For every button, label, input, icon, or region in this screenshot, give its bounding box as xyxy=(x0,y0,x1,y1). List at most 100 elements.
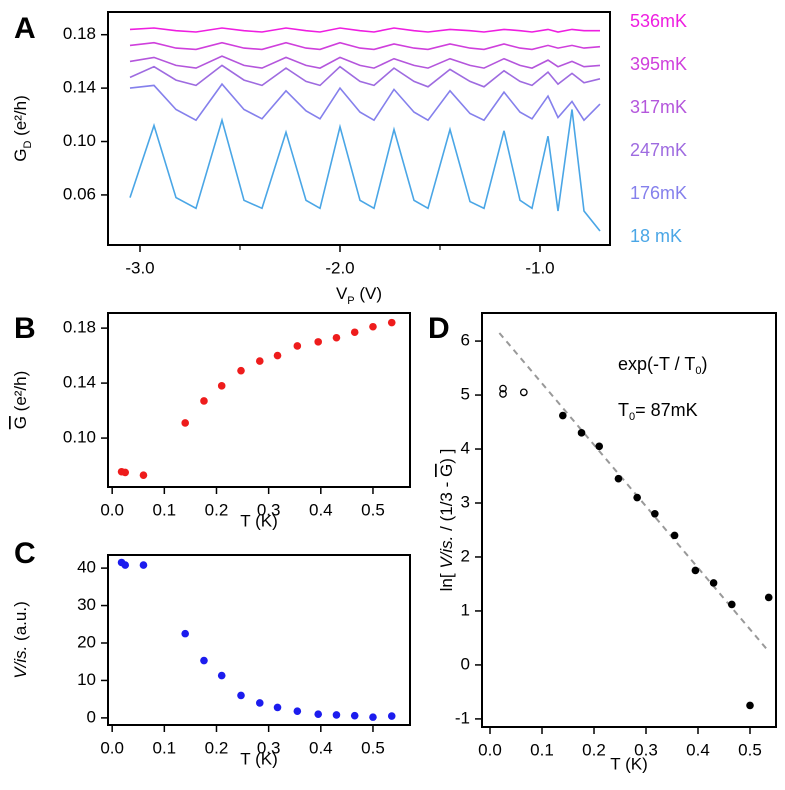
y-axis-label: GD (e²/h) xyxy=(11,95,33,162)
x-tick-label: 0.3 xyxy=(257,500,281,519)
data-point xyxy=(200,656,208,665)
plot-frame xyxy=(481,312,777,728)
y-tick-label: 0 xyxy=(87,707,96,726)
label-part: exp(-T / T xyxy=(618,354,695,374)
y-tick-label: 0.10 xyxy=(63,428,96,447)
y-tick-label: -1 xyxy=(455,708,470,727)
label-part: / (1/3 - xyxy=(437,477,456,536)
x-tick-label: -1.0 xyxy=(525,258,554,277)
data-point xyxy=(121,561,130,569)
data-point xyxy=(181,629,189,638)
y-tick-label: 0.14 xyxy=(63,78,96,97)
data-point xyxy=(369,713,377,721)
annotation: exp(-T / T0) xyxy=(618,354,707,377)
data-point xyxy=(614,474,623,483)
data-point xyxy=(746,701,754,710)
label-part: ) xyxy=(701,354,707,374)
x-tick-label: 0.4 xyxy=(309,500,333,519)
data-point xyxy=(237,691,245,700)
y-tick-label: 0 xyxy=(461,654,470,673)
y-tick-label: 20 xyxy=(77,632,96,651)
y-axis-label: V/is. (a.u.) xyxy=(11,601,30,678)
data-point xyxy=(273,351,282,360)
y-tick-label: 40 xyxy=(77,558,96,577)
label-part: P xyxy=(347,295,354,307)
data-point xyxy=(499,384,507,393)
x-tick-label: -2.0 xyxy=(325,258,354,277)
data-point xyxy=(121,468,130,477)
x-tick-label: 0.2 xyxy=(582,740,606,759)
x-tick-label: 0.1 xyxy=(530,740,554,759)
y-axis-label: G (e²/h) xyxy=(11,371,30,430)
y-tick-label: 0.06 xyxy=(63,184,96,203)
y-tick-label: 0.18 xyxy=(63,318,96,337)
panel-letter: D xyxy=(428,312,450,345)
data-point xyxy=(255,699,264,707)
data-point xyxy=(332,333,341,342)
x-tick-label: 0.4 xyxy=(309,738,333,757)
panel-letter: B xyxy=(14,312,36,345)
data-line xyxy=(129,41,601,51)
x-tick-label: 0.0 xyxy=(100,500,124,519)
data-point xyxy=(217,671,226,680)
data-line xyxy=(129,55,601,69)
data-point xyxy=(255,357,264,365)
data-point xyxy=(314,338,323,346)
data-point xyxy=(633,493,641,502)
label-part: ) ] xyxy=(437,449,456,464)
label-part: G xyxy=(11,416,30,429)
label-part: V/is. xyxy=(11,646,30,679)
data-point xyxy=(273,703,282,712)
legend-label: 247mK xyxy=(630,140,687,160)
data-point xyxy=(139,561,148,569)
data-point xyxy=(387,318,396,327)
data-line xyxy=(129,109,601,232)
panel-letter: A xyxy=(14,12,36,45)
data-point xyxy=(728,600,736,609)
x-tick-label: 0.3 xyxy=(634,740,658,759)
x-tick-label: 0.5 xyxy=(738,740,762,759)
data-line xyxy=(129,27,600,33)
data-point xyxy=(670,531,679,540)
y-tick-label: 10 xyxy=(77,670,96,689)
x-tick-label: -3.0 xyxy=(125,258,154,277)
legend-label: 536mK xyxy=(630,11,687,31)
y-tick-label: 30 xyxy=(77,595,96,614)
plot-frame xyxy=(107,11,611,246)
data-point xyxy=(293,707,302,715)
x-tick-label: 0.2 xyxy=(205,738,229,757)
plot-frame xyxy=(107,312,411,488)
x-tick-label: 0.0 xyxy=(100,738,124,757)
data-point xyxy=(181,419,189,427)
legend-label: 317mK xyxy=(630,97,687,117)
legend-label: 395mK xyxy=(630,54,687,74)
data-point xyxy=(314,710,323,718)
label-part: (V) xyxy=(355,284,382,303)
y-tick-label: 0.10 xyxy=(63,131,96,150)
y-axis-label: ln[ V/is. / (1/3 - G) ] xyxy=(437,449,456,592)
y-tick-label: 2 xyxy=(461,546,470,565)
plot-frame xyxy=(107,554,411,726)
label-part: G xyxy=(437,464,456,477)
label-part: ln[ xyxy=(437,569,456,592)
data-point xyxy=(499,390,507,398)
data-point xyxy=(691,566,700,575)
x-tick-label: 0.4 xyxy=(686,740,710,759)
data-point xyxy=(559,411,567,420)
data-point xyxy=(651,509,659,518)
label-part: G xyxy=(11,149,30,162)
data-point xyxy=(709,579,718,587)
fit-line xyxy=(498,332,770,653)
data-point xyxy=(764,593,773,602)
data-line xyxy=(129,64,601,88)
x-tick-label: 0.5 xyxy=(361,500,385,519)
data-point xyxy=(217,382,226,390)
data-point xyxy=(519,388,528,397)
data-point xyxy=(139,471,148,479)
data-point xyxy=(387,712,396,720)
y-tick-label: 1 xyxy=(461,600,470,619)
legend-label: 18 mK xyxy=(630,226,682,246)
label-part: D xyxy=(22,141,34,149)
x-tick-label: 0.1 xyxy=(153,738,177,757)
